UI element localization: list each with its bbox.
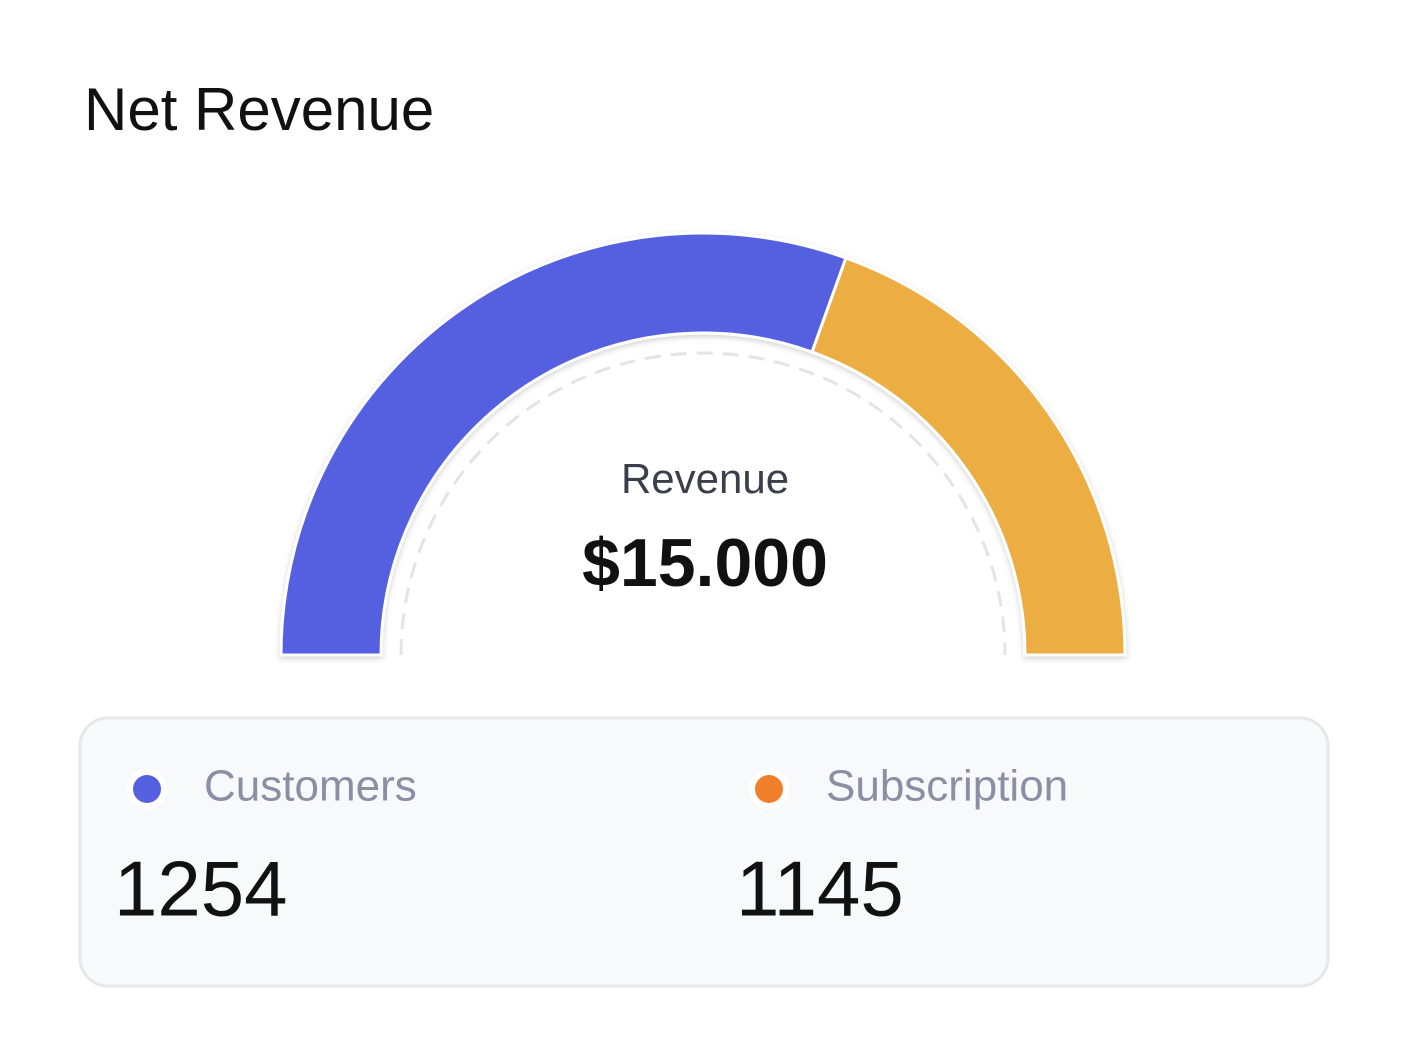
- legend-value: 1145: [736, 845, 904, 933]
- gauge-segment: [810, 256, 1127, 657]
- inner-dashed-ring: [399, 351, 1007, 656]
- legend-label: Subscription: [826, 762, 1068, 811]
- gauge-segment: [279, 231, 848, 657]
- legend-dot: [755, 775, 783, 803]
- center-label: Revenue: [621, 455, 789, 502]
- gauge: [279, 231, 1127, 657]
- legend: Customers 1254 Subscription 1145: [114, 762, 1068, 933]
- legend-dot: [133, 775, 161, 803]
- card-title: Net Revenue: [84, 76, 434, 143]
- legend-label: Customers: [204, 762, 417, 811]
- legend-value: 1254: [114, 845, 288, 933]
- center-value: $15.000: [582, 525, 828, 601]
- legend-box: [78, 716, 1330, 988]
